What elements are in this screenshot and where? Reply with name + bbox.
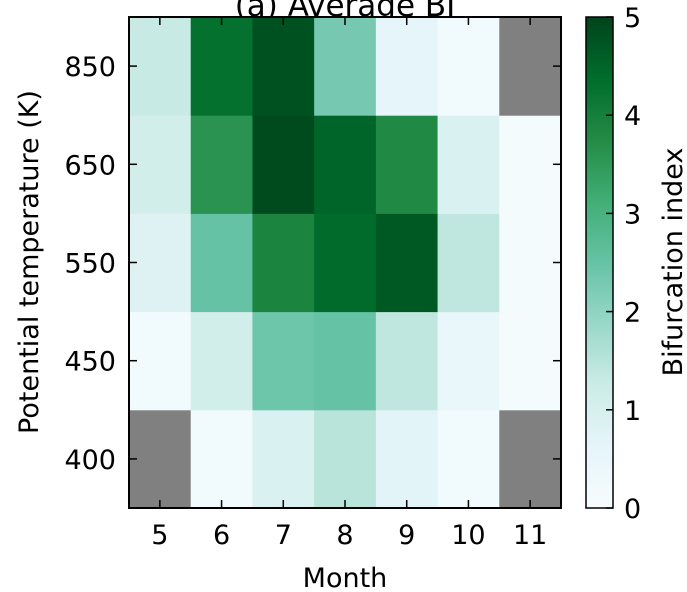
heatmap-cell: [129, 17, 192, 116]
colorbar-tick-label: 2: [624, 298, 641, 329]
heatmap-cell: [437, 213, 500, 313]
colorbar: [585, 16, 614, 509]
heatmap-cell: [129, 213, 192, 313]
x-tick-label: 6: [213, 520, 230, 551]
heatmap-cell: [129, 409, 192, 509]
heatmap-cell: [314, 115, 377, 214]
heatmap-cell: [375, 213, 439, 313]
heatmap-cell: [190, 213, 253, 313]
heatmap-cell: [252, 213, 315, 313]
heatmap-cell: [499, 311, 562, 411]
heatmap-cell: [129, 115, 192, 214]
x-tick-label: 10: [451, 520, 485, 551]
colorbar-tick-label: 1: [624, 396, 641, 427]
y-tick-label: 400: [64, 445, 116, 476]
x-tick-label: 5: [151, 520, 168, 551]
colorbar-tick-label: 0: [624, 494, 641, 525]
heatmap-cell: [499, 213, 562, 313]
heatmap-cells: [129, 17, 562, 509]
heatmap-cell: [499, 115, 562, 214]
heatmap-cell: [252, 17, 315, 116]
heatmap-cell: [190, 115, 253, 214]
heatmap-cell: [499, 17, 562, 116]
y-tick-label: 550: [64, 249, 116, 280]
y-tick-label: 650: [64, 150, 116, 181]
heatmap-cell: [375, 115, 439, 214]
heatmap-cell: [252, 409, 315, 509]
heatmap-cell: [190, 311, 253, 411]
y-tick-label: 850: [64, 52, 116, 83]
heatmap-cell: [437, 409, 500, 509]
x-tick-label: 9: [398, 520, 415, 551]
heatmap-cell: [314, 213, 377, 313]
x-tick-label: 8: [336, 520, 353, 551]
heatmap-cell: [375, 311, 439, 411]
colorbar-ticks: 0 1 2 3 4 5: [606, 3, 641, 525]
x-axis-ticks: 5 6 7 8 9 10 11: [151, 17, 547, 551]
y-axis-ticks: 400 450 550 650 850: [64, 52, 561, 476]
x-axis-label: Month: [303, 563, 388, 592]
heatmap-cell: [375, 17, 439, 116]
heatmap-cell: [375, 409, 439, 509]
x-tick-label: 7: [275, 520, 292, 551]
heatmap-cell: [190, 17, 253, 116]
heatmap-cell: [437, 115, 500, 214]
heatmap-cell: [314, 311, 377, 411]
heatmap-cell: [252, 115, 315, 214]
y-axis-label: Potential temperature (K): [14, 90, 45, 434]
colorbar-tick-label: 4: [624, 101, 641, 132]
heatmap-cell: [190, 409, 253, 509]
colorbar-label: Bifurcation index: [658, 148, 687, 377]
heatmap-cell: [437, 17, 500, 116]
heatmap-cell: [314, 17, 377, 116]
colorbar-tick-label: 3: [624, 199, 641, 230]
heatmap-cell: [129, 311, 192, 411]
y-tick-label: 450: [64, 347, 116, 378]
x-tick-label: 11: [513, 520, 547, 551]
heatmap-cell: [314, 409, 377, 509]
heatmap-cell: [499, 409, 562, 509]
colorbar-tick-label: 5: [624, 3, 641, 34]
heatmap-cell: [252, 311, 315, 411]
heatmap-cell: [437, 311, 500, 411]
